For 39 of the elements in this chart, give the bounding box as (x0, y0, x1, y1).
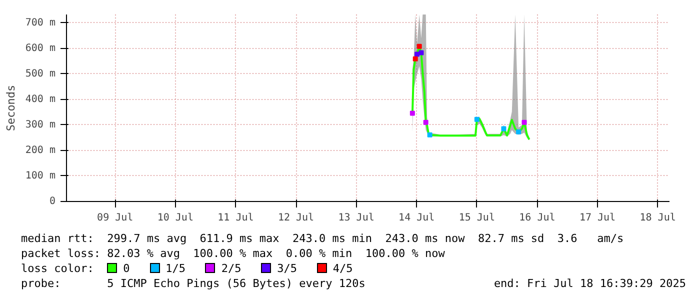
legend-label: 0 (123, 262, 130, 275)
x-tick-label: 16 Jul (519, 212, 556, 224)
x-tick-label: 11 Jul (218, 212, 254, 224)
point (418, 50, 424, 56)
y-tick-label: 600 m (25, 42, 56, 54)
legend-title: loss color: (21, 262, 94, 275)
text: probe: 5 ICMP Echo Pings (56 Bytes) every 120s (21, 277, 366, 290)
x-tick-label: 09 Jul (97, 212, 134, 224)
x-tick-label: 18 Jul (640, 212, 676, 224)
point (423, 120, 428, 125)
text: end: Fri Jul 18 16:39:29 2025 (494, 276, 686, 291)
x-tick-label: 13 Jul (338, 212, 374, 224)
point (516, 129, 522, 134)
y-tick-label: 200 m (25, 144, 56, 156)
x-tick-label: 14 Jul (398, 212, 435, 224)
point (427, 132, 432, 138)
legend-label: 1/5 (166, 262, 186, 275)
x-tick-label: 17 Jul (579, 212, 616, 224)
y-tick-label: 400 m (25, 94, 56, 105)
y-tick-label: 700 m (25, 17, 56, 28)
legend-label: 3/5 (277, 262, 297, 275)
point (522, 120, 527, 125)
text: median rtt: 299.7 ms avg 611.9 ms max 243.0 ms min 243.0 ms now 82.7 ms sd 3.6 am/s (21, 231, 625, 246)
y-tick-label: 300 m (25, 119, 56, 130)
y-axis-title: Seconds (4, 84, 18, 132)
x-tick-label: 10 Jul (157, 212, 194, 224)
text: packet loss: 82.03 % avg 100.00 % max 0.00 % min 100.00 % now (21, 246, 446, 261)
legend-label: 2/5 (221, 262, 242, 275)
point (410, 110, 415, 116)
x-tick-label: 15 Jul (458, 212, 495, 224)
point (416, 44, 422, 49)
x-tick-label: 12 Jul (278, 212, 314, 224)
y-tick-label: 100 m (25, 170, 56, 182)
y-tick-label: 500 m (25, 68, 56, 80)
legend-label: 4/5 (332, 262, 353, 275)
point (412, 56, 418, 62)
y-tick-label: 0 (49, 196, 56, 207)
point (474, 116, 480, 122)
point (501, 126, 506, 132)
